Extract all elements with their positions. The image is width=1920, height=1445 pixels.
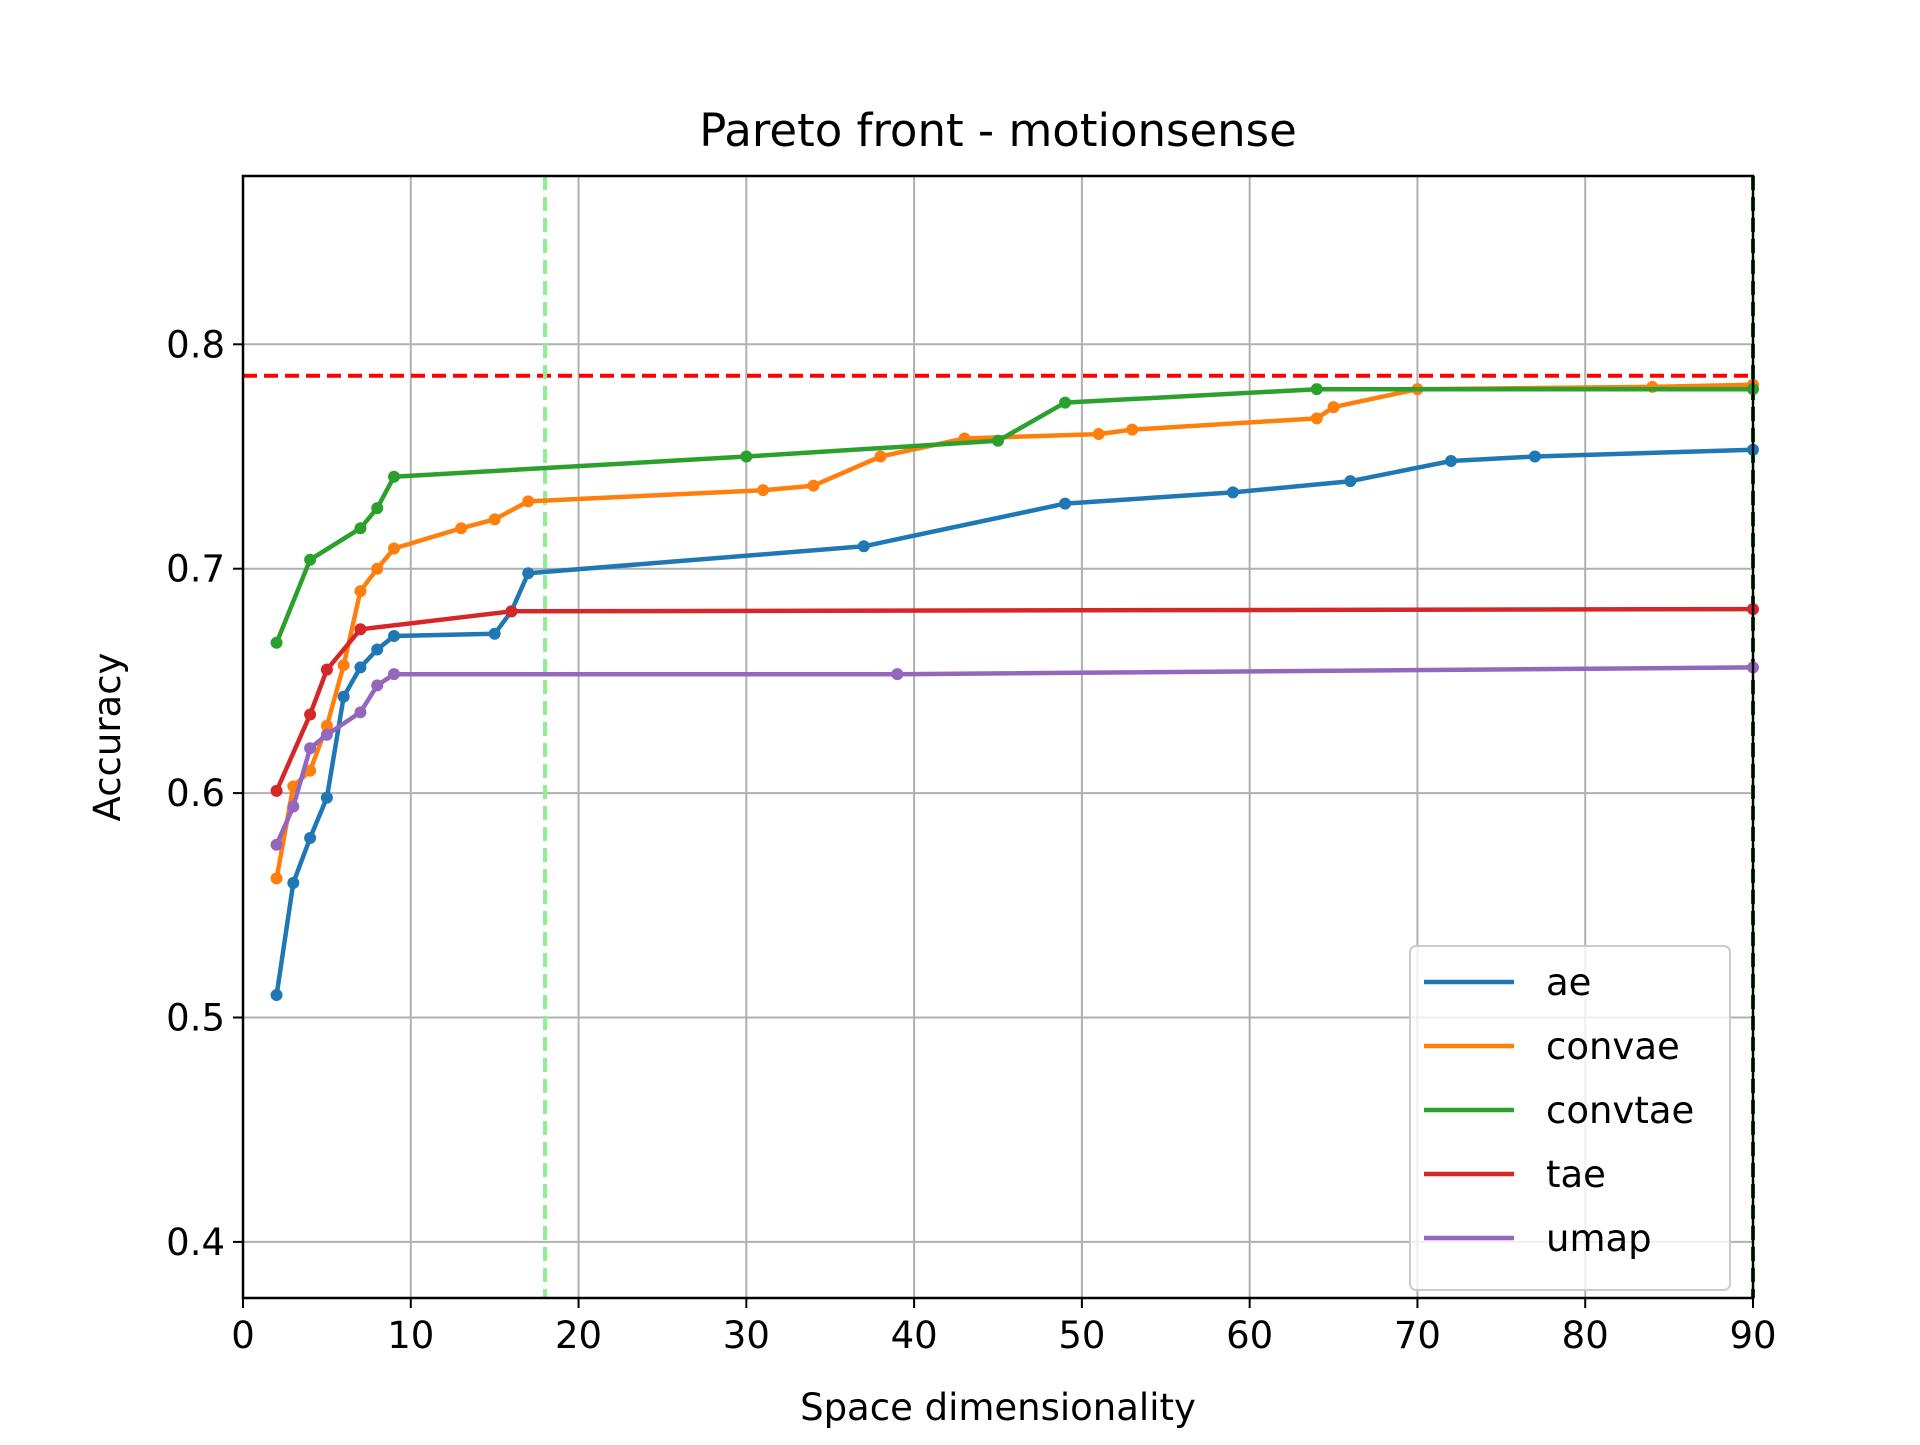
- data-point-umap: [388, 668, 400, 681]
- data-point-ae: [287, 876, 300, 889]
- x-tick-label: 60: [1226, 1314, 1273, 1357]
- grid-lines: [242, 176, 1754, 1298]
- x-axis-label: Space dimensionality: [800, 1386, 1196, 1429]
- x-tick-label: 40: [891, 1314, 938, 1357]
- data-point-ae: [320, 791, 333, 804]
- data-point-ae: [354, 661, 367, 674]
- data-point-ae: [270, 989, 283, 1002]
- data-point-convae: [388, 542, 400, 555]
- data-point-umap: [371, 679, 384, 692]
- data-point-convtae: [992, 434, 1004, 447]
- data-point-ae: [857, 540, 870, 553]
- data-point-convae: [371, 562, 384, 575]
- legend-label-tae: tae: [1546, 1153, 1606, 1196]
- data-point-ae: [488, 627, 501, 640]
- series-line-convae: [274, 382, 1756, 881]
- data-point-convtae: [1310, 383, 1323, 396]
- data-point-umap: [891, 668, 904, 681]
- y-tick-label: 0.8: [166, 323, 225, 366]
- x-tick-label: 30: [723, 1314, 770, 1357]
- legend-box: [1409, 945, 1731, 1291]
- data-point-tae: [304, 708, 317, 721]
- data-point-convae: [1092, 428, 1105, 441]
- y-tick-label: 0.4: [166, 1221, 225, 1264]
- plot-frame: [241, 174, 1755, 1300]
- data-point-umap: [270, 838, 283, 851]
- data-point-convae: [304, 764, 317, 777]
- chart-title: Pareto front - motionsense: [699, 104, 1297, 157]
- series-line-umap: [274, 665, 1756, 847]
- data-point-convae: [1327, 401, 1340, 414]
- data-point-convae: [522, 495, 535, 508]
- data-point-convae: [488, 513, 501, 526]
- data-point-ae: [304, 831, 317, 844]
- data-point-tae: [270, 784, 283, 797]
- series-umap: [270, 661, 1759, 851]
- data-point-ae: [388, 630, 400, 643]
- data-point-convtae: [371, 502, 384, 515]
- legend-label-umap: umap: [1546, 1217, 1652, 1260]
- data-point-convae: [807, 479, 820, 492]
- data-point-umap: [354, 706, 367, 719]
- legend-label-convae: convae: [1546, 1025, 1680, 1068]
- data-point-convae: [337, 659, 350, 672]
- data-point-ae: [1226, 486, 1239, 499]
- data-point-ae: [1059, 497, 1072, 510]
- data-point-ae: [522, 567, 535, 580]
- data-series: [270, 378, 1759, 1002]
- data-point-convtae: [304, 553, 317, 566]
- series-line-tae: [274, 606, 1756, 794]
- x-tick-label: 90: [1729, 1314, 1776, 1357]
- x-tick-label: 80: [1562, 1314, 1609, 1357]
- data-point-convae: [270, 872, 283, 885]
- legend-label-ae: ae: [1546, 961, 1591, 1004]
- series-convtae: [270, 383, 1759, 649]
- data-point-tae: [354, 623, 367, 636]
- data-point-convae: [757, 484, 770, 497]
- y-axis-label: Accuracy: [86, 653, 129, 822]
- data-point-convae: [1310, 412, 1323, 425]
- y-tick-label: 0.5: [166, 997, 225, 1040]
- data-point-ae: [371, 643, 384, 656]
- series-convae: [270, 378, 1759, 885]
- series-line-convtae: [274, 386, 1756, 646]
- y-tick-label: 0.7: [166, 548, 225, 591]
- data-point-convtae: [388, 470, 400, 483]
- series-line-ae: [274, 447, 1756, 998]
- x-axis-ticks: 0 10 20 30 40 50 60 70 80 90: [231, 1298, 1777, 1357]
- x-tick-label: 50: [1058, 1314, 1105, 1357]
- data-point-convtae: [354, 522, 367, 535]
- data-point-umap: [304, 742, 317, 755]
- x-tick-label: 20: [555, 1314, 602, 1357]
- series-ae: [270, 443, 1759, 1002]
- legend-label-convtae: convtae: [1546, 1089, 1694, 1132]
- data-point-convae: [455, 522, 468, 535]
- data-point-convae: [320, 719, 333, 732]
- data-point-convae: [354, 585, 367, 598]
- legend: ae convae convtae tae umap: [1409, 945, 1731, 1291]
- x-tick-label: 70: [1394, 1314, 1441, 1357]
- data-point-ae: [1344, 475, 1357, 488]
- data-point-convtae: [1059, 396, 1072, 409]
- x-tick-label: 0: [231, 1314, 255, 1357]
- data-point-convtae: [270, 636, 283, 649]
- data-point-tae: [320, 663, 333, 676]
- data-point-umap: [287, 800, 300, 813]
- data-point-ae: [337, 690, 350, 703]
- data-point-umap: [320, 728, 333, 741]
- data-point-tae: [505, 605, 518, 618]
- x-tick-label: 10: [387, 1314, 434, 1357]
- data-point-convae: [874, 450, 887, 463]
- data-point-ae: [1445, 454, 1457, 467]
- data-point-convtae: [740, 450, 753, 463]
- y-tick-label: 0.6: [166, 772, 225, 815]
- data-point-convae: [1126, 423, 1139, 436]
- y-axis-ticks: 0.4 0.5 0.6 0.7 0.8: [166, 323, 243, 1264]
- data-point-ae: [1528, 450, 1541, 463]
